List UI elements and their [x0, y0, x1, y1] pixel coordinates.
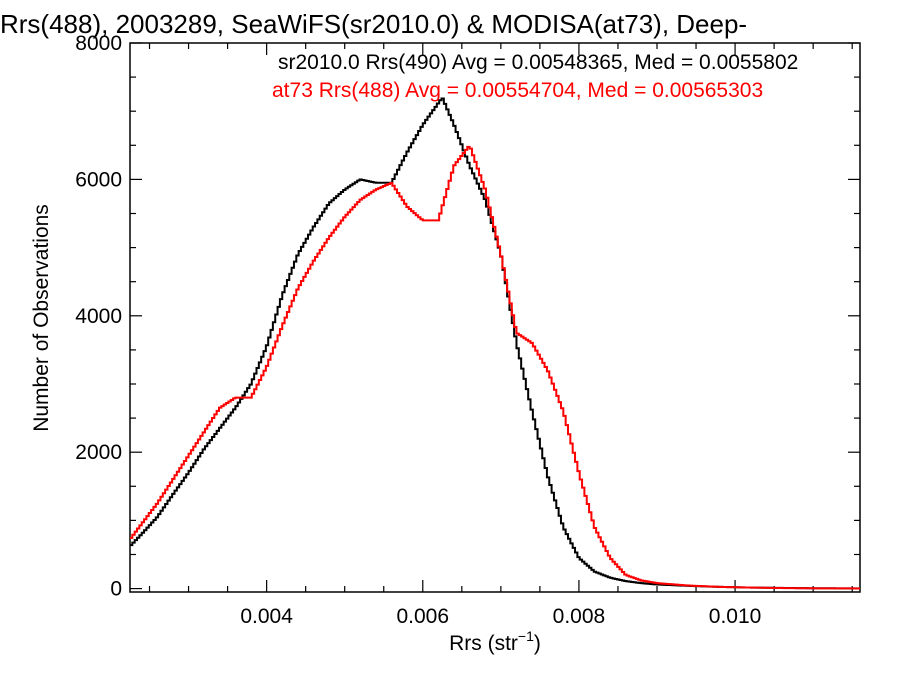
x-tick-label: 0.010: [709, 605, 762, 628]
y-tick-label: 6000: [75, 168, 122, 191]
x-axis-label-main: Rrs (str: [449, 632, 518, 655]
chart-title: Rrs(488), 2003289, SeaWiFS(sr2010.0) & M…: [0, 9, 747, 39]
x-axis-label-suffix: ): [534, 632, 541, 655]
x-tick-label: 0.008: [553, 605, 606, 628]
axis-ticks: 0.004 0.006 0.008 0.010 0 2000 4000 6000 8000: [75, 32, 860, 628]
series-line-0: [130, 97, 860, 590]
plot-frame: [129, 42, 861, 593]
series-group: [130, 97, 860, 590]
x-axis-label: Rrs (str−1): [449, 628, 541, 655]
legend-entry-at73: at73 Rrs(488) Avg = 0.00554704, Med = 0.…: [272, 79, 763, 102]
y-tick-label: 4000: [75, 305, 122, 328]
x-tick-label: 0.006: [396, 605, 449, 628]
series-line-1: [130, 145, 860, 590]
y-tick-label: 2000: [75, 441, 122, 464]
y-tick-label: 0: [110, 578, 122, 601]
y-axis-label: Number of Observations: [30, 204, 53, 432]
legend-entry-sr2010: sr2010.0 Rrs(490) Avg = 0.00548365, Med …: [278, 51, 798, 74]
x-tick-label: 0.004: [240, 605, 293, 628]
x-axis-label-sup: −1: [518, 628, 534, 644]
y-tick-label: 8000: [75, 32, 122, 55]
